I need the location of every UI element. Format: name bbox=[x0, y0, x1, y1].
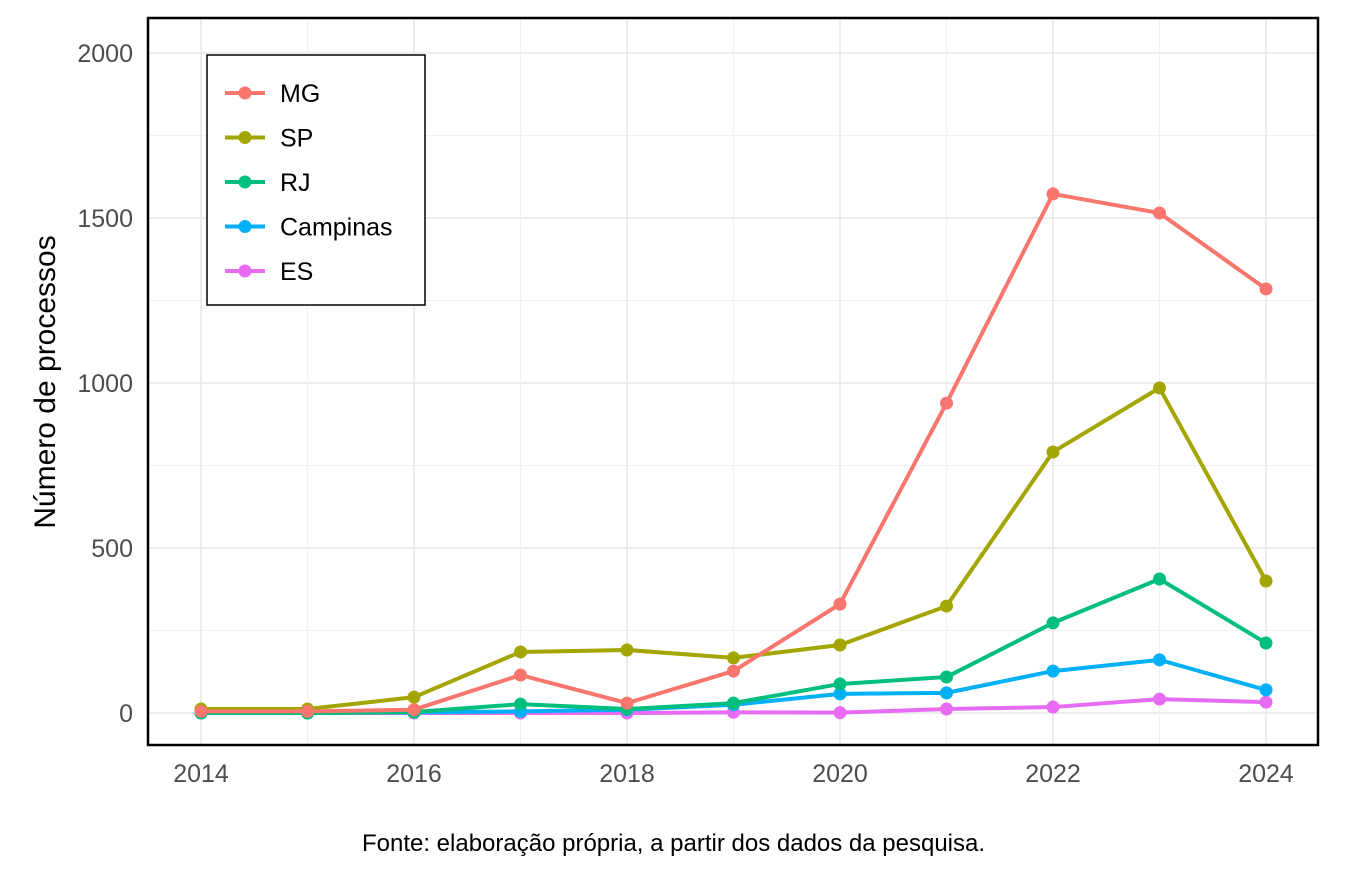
y-axis-label: Número de processos bbox=[29, 235, 62, 528]
x-tick-label: 2014 bbox=[173, 760, 229, 788]
x-tick-label: 2018 bbox=[599, 760, 655, 788]
series-sp bbox=[194, 381, 1273, 716]
data-point bbox=[407, 690, 421, 704]
legend-label-campinas: Campinas bbox=[280, 214, 393, 242]
data-point bbox=[1046, 187, 1060, 201]
data-point bbox=[514, 645, 527, 659]
series-mg bbox=[194, 187, 1273, 718]
axes: 0 500 1000 1500 2000 2014 2016 2018 2020 2022 2024 bbox=[77, 40, 1294, 788]
legend-marker-es bbox=[238, 264, 252, 278]
data-point bbox=[1046, 445, 1060, 459]
data-point bbox=[940, 670, 953, 684]
data-point bbox=[940, 686, 953, 700]
data-point bbox=[1259, 636, 1273, 650]
x-tick-label: 2016 bbox=[386, 760, 442, 788]
data-point bbox=[940, 396, 953, 410]
caption: Fonte: elaboração própria, a partir dos … bbox=[361, 830, 986, 857]
data-point bbox=[1153, 572, 1166, 586]
data-point bbox=[301, 704, 314, 718]
data-point bbox=[833, 638, 847, 652]
legend-label-rj: RJ bbox=[280, 169, 311, 197]
y-tick-label: 2000 bbox=[77, 40, 133, 68]
data-point bbox=[1259, 683, 1273, 697]
data-point bbox=[1259, 574, 1273, 588]
data-point bbox=[940, 599, 953, 613]
data-point bbox=[1153, 692, 1166, 706]
x-tick-label: 2022 bbox=[1025, 760, 1081, 788]
legend: MG SP RJ Campinas ES bbox=[206, 54, 426, 306]
y-tick-label: 500 bbox=[91, 535, 133, 563]
y-tick-label: 1000 bbox=[77, 370, 133, 398]
legend-marker-rj bbox=[238, 175, 252, 189]
plot-border bbox=[146, 16, 1320, 747]
data-point bbox=[1046, 616, 1060, 630]
data-point bbox=[194, 704, 208, 718]
legend-marker-campinas bbox=[238, 220, 252, 233]
data-point bbox=[1153, 206, 1166, 220]
data-point bbox=[620, 696, 634, 710]
data-point bbox=[1046, 700, 1060, 714]
x-tick-label: 2020 bbox=[812, 760, 868, 788]
data-point bbox=[727, 664, 740, 678]
legend-label-mg: MG bbox=[280, 80, 320, 108]
legend-marker-sp bbox=[238, 131, 252, 144]
data-point bbox=[833, 687, 847, 701]
data-point bbox=[940, 702, 953, 716]
legend-label-sp: SP bbox=[280, 125, 313, 153]
data-point bbox=[1153, 381, 1166, 395]
data-point bbox=[833, 597, 847, 611]
data-point bbox=[407, 703, 421, 717]
legend-label-es: ES bbox=[280, 258, 313, 286]
data-point bbox=[1046, 664, 1060, 678]
data-point bbox=[1259, 695, 1273, 709]
data-point bbox=[833, 706, 847, 720]
data-point bbox=[1153, 653, 1166, 667]
legend-marker-mg bbox=[238, 86, 252, 100]
data-point bbox=[1259, 282, 1273, 296]
data-point bbox=[514, 668, 527, 682]
data-point bbox=[727, 696, 740, 710]
series-group bbox=[194, 187, 1273, 720]
data-point bbox=[833, 677, 847, 691]
data-point bbox=[514, 697, 527, 711]
data-point bbox=[727, 651, 740, 665]
data-point bbox=[620, 643, 634, 657]
y-tick-label: 0 bbox=[119, 700, 133, 728]
y-tick-label: 1500 bbox=[77, 205, 133, 233]
x-tick-label: 2024 bbox=[1238, 760, 1294, 788]
